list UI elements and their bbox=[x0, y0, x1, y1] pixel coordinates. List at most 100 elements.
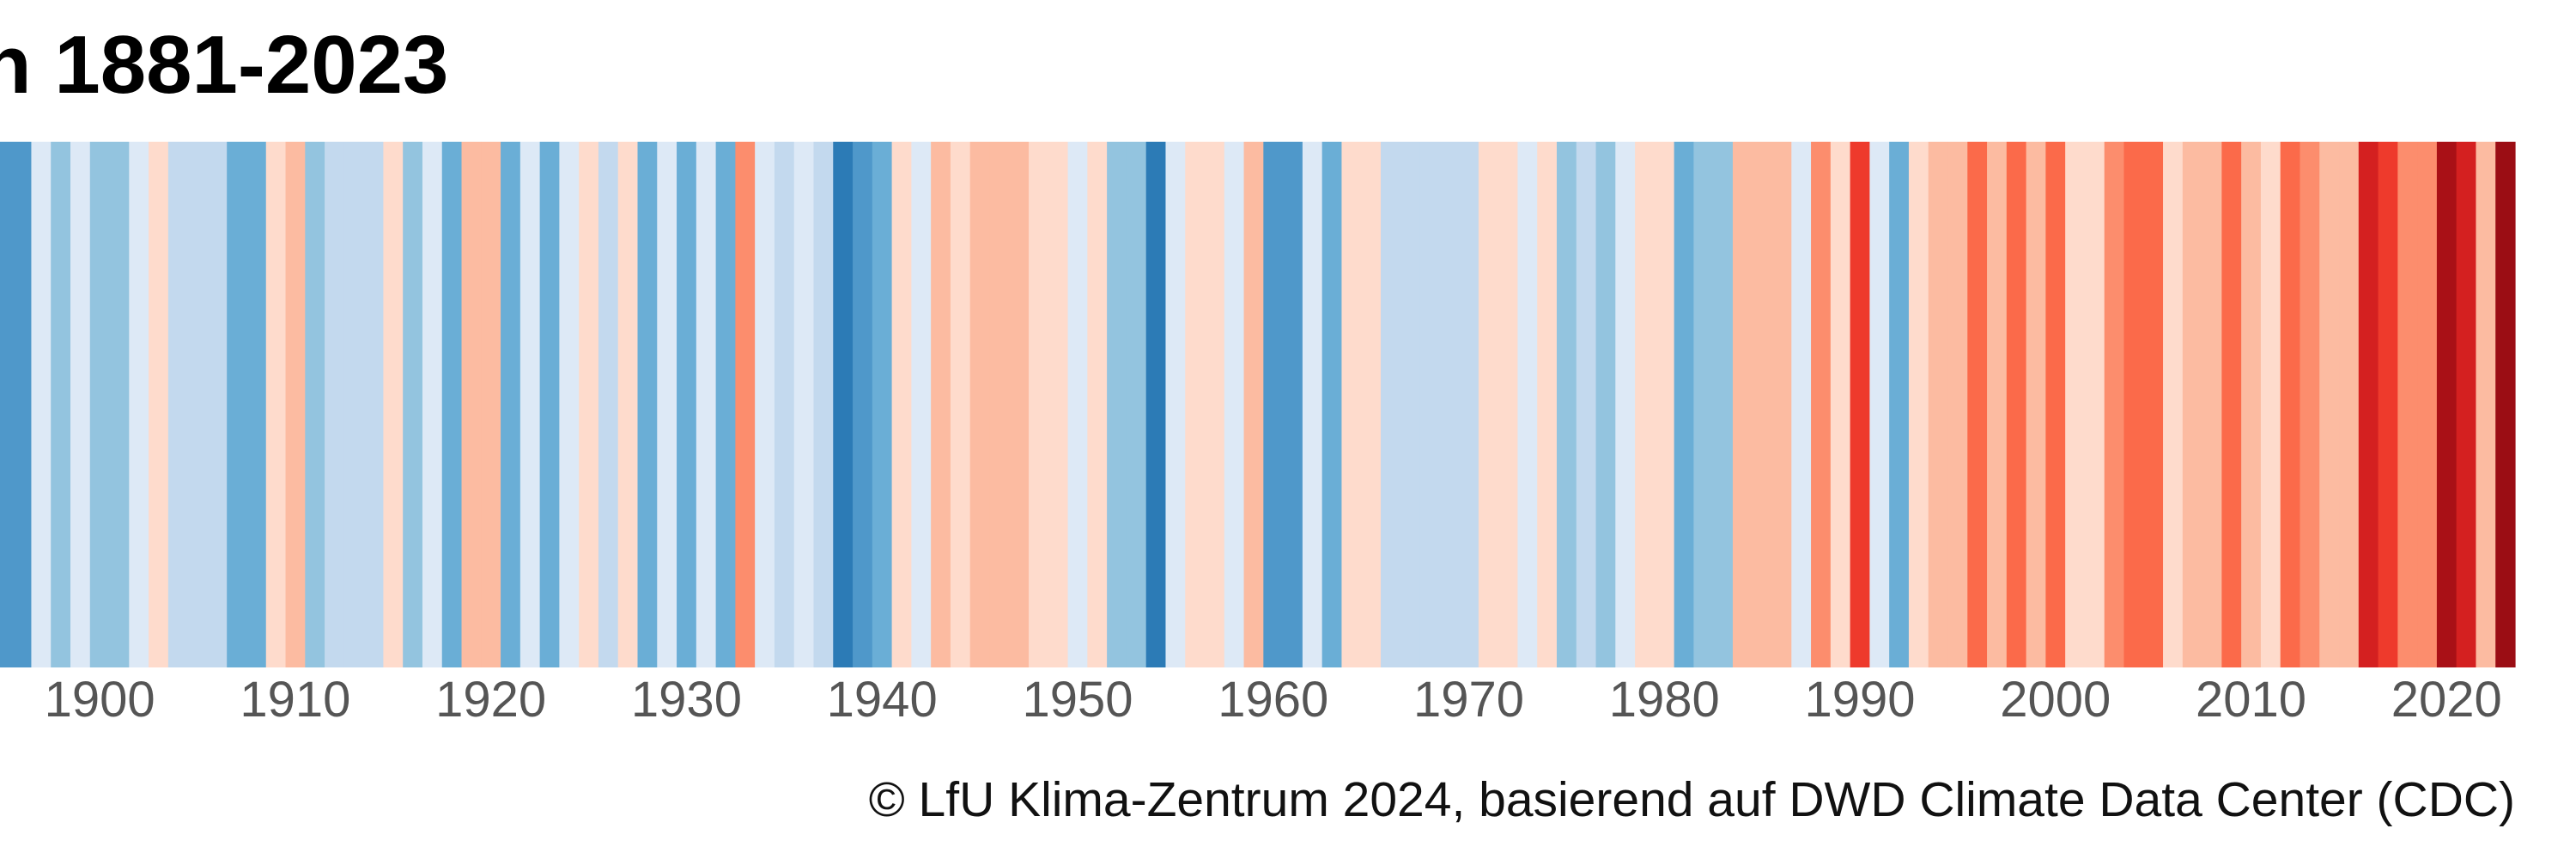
x-tick-label: 1910 bbox=[240, 672, 350, 728]
stripe bbox=[285, 142, 306, 667]
stripe bbox=[715, 142, 736, 667]
stripe bbox=[167, 142, 189, 667]
stripe bbox=[1967, 142, 1988, 667]
x-tick-label: 1970 bbox=[1413, 672, 1524, 728]
stripe bbox=[1321, 142, 1343, 667]
stripe bbox=[1341, 142, 1362, 667]
stripe bbox=[1693, 142, 1714, 667]
x-tick-label: 1920 bbox=[435, 672, 546, 728]
stripe bbox=[2397, 142, 2418, 667]
stripe bbox=[1987, 142, 2008, 667]
stripe bbox=[1145, 142, 1167, 667]
stripe bbox=[755, 142, 775, 667]
stripe bbox=[2319, 142, 2340, 667]
stripe bbox=[1185, 142, 1206, 667]
stripe bbox=[149, 142, 169, 667]
stripe bbox=[872, 142, 893, 667]
stripe bbox=[1498, 142, 1519, 667]
stripe bbox=[2300, 142, 2320, 667]
stripe bbox=[1380, 142, 1401, 667]
x-tick-label: 1990 bbox=[1804, 672, 1915, 728]
stripe bbox=[2260, 142, 2281, 667]
stripe bbox=[461, 142, 482, 667]
stripe bbox=[657, 142, 677, 667]
stripe bbox=[579, 142, 599, 667]
stripe bbox=[2417, 142, 2438, 667]
stripe bbox=[833, 142, 854, 667]
stripe bbox=[2280, 142, 2301, 667]
stripe bbox=[793, 142, 815, 667]
x-tick-label: 1950 bbox=[1022, 672, 1133, 728]
stripe bbox=[1791, 142, 1812, 667]
stripe bbox=[265, 142, 287, 667]
stripe bbox=[617, 142, 639, 667]
stripe bbox=[187, 142, 209, 667]
chart-title: n 1881-2023 bbox=[0, 19, 448, 111]
stripe bbox=[1674, 142, 1695, 667]
stripe bbox=[1615, 142, 1636, 667]
stripe bbox=[1048, 142, 1069, 667]
stripe bbox=[2456, 142, 2477, 667]
stripe bbox=[227, 142, 247, 667]
x-tick-label: 2000 bbox=[2000, 672, 2111, 728]
stripe bbox=[2163, 142, 2184, 667]
stripe bbox=[1419, 142, 1440, 667]
stripe bbox=[1517, 142, 1538, 667]
stripe bbox=[51, 142, 71, 667]
stripe bbox=[1947, 142, 1968, 667]
stripe bbox=[325, 142, 345, 667]
stripe bbox=[70, 142, 91, 667]
stripe bbox=[969, 142, 991, 667]
stripe bbox=[89, 142, 111, 667]
stripe bbox=[911, 142, 932, 667]
stripe bbox=[2221, 142, 2242, 667]
stripe bbox=[422, 142, 443, 667]
stripe bbox=[853, 142, 873, 667]
stripe bbox=[519, 142, 541, 667]
stripe bbox=[1576, 142, 1597, 667]
stripe bbox=[891, 142, 912, 667]
stripe bbox=[1302, 142, 1323, 667]
stripe bbox=[1811, 142, 1832, 667]
x-tick-label: 1900 bbox=[45, 672, 155, 728]
stripe bbox=[1087, 142, 1108, 667]
stripe bbox=[1850, 142, 1870, 667]
x-tick-label: 1960 bbox=[1218, 672, 1328, 728]
stripe bbox=[735, 142, 756, 667]
stripe bbox=[1869, 142, 1890, 667]
stripe bbox=[1361, 142, 1382, 667]
stripe bbox=[11, 142, 33, 667]
stripe bbox=[1165, 142, 1186, 667]
stripe bbox=[2123, 142, 2144, 667]
stripe bbox=[1205, 142, 1225, 667]
stripe bbox=[1732, 142, 1753, 667]
stripe bbox=[207, 142, 228, 667]
stripe bbox=[1029, 142, 1049, 667]
stripe bbox=[1928, 142, 1949, 667]
stripe bbox=[677, 142, 697, 667]
stripe bbox=[1478, 142, 1499, 667]
x-tick-label: 1930 bbox=[631, 672, 742, 728]
stripe bbox=[2143, 142, 2164, 667]
stripe bbox=[1224, 142, 1245, 667]
stripe bbox=[2104, 142, 2125, 667]
stripe bbox=[2202, 142, 2222, 667]
stripe bbox=[931, 142, 951, 667]
stripe bbox=[441, 142, 463, 667]
stripe bbox=[1889, 142, 1910, 667]
stripe bbox=[1459, 142, 1479, 667]
stripe bbox=[2065, 142, 2086, 667]
stripe bbox=[109, 142, 130, 667]
stripe bbox=[0, 142, 13, 667]
stripe bbox=[696, 142, 717, 667]
x-tick-label: 2020 bbox=[2391, 672, 2502, 728]
stripe bbox=[1400, 142, 1421, 667]
source-note: © LfU Klima-Zentrum 2024, basierend auf … bbox=[869, 772, 2515, 827]
stripe bbox=[1752, 142, 1773, 667]
stripe bbox=[2026, 142, 2046, 667]
stripe bbox=[1595, 142, 1616, 667]
stripe bbox=[989, 142, 1010, 667]
stripe bbox=[1635, 142, 1656, 667]
stripe bbox=[598, 142, 619, 667]
